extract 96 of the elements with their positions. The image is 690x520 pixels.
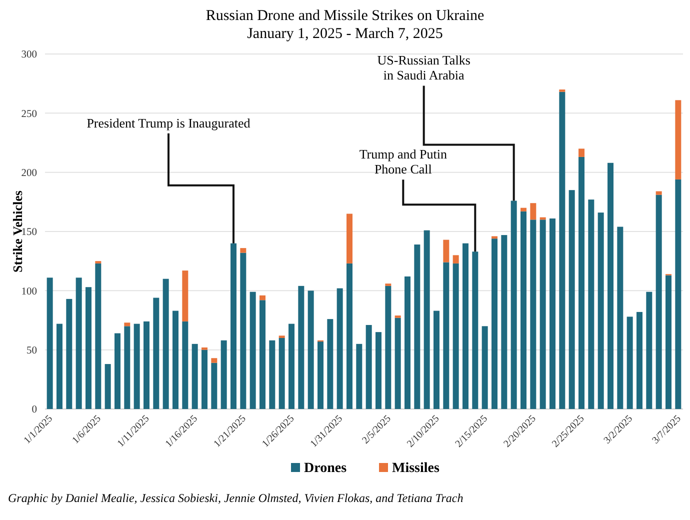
y-tick-label: 300 (21, 50, 37, 61)
bar (540, 220, 546, 409)
bar (153, 298, 160, 409)
bar (578, 156, 584, 409)
bar (192, 344, 198, 409)
bar (492, 238, 498, 409)
bar (56, 324, 62, 409)
bar (104, 364, 111, 409)
bar (114, 333, 120, 409)
y-tick-label: 50 (26, 346, 37, 357)
bar (46, 278, 53, 409)
bar (588, 200, 594, 409)
bar (327, 319, 334, 409)
y-tick-label: 0 (32, 404, 37, 416)
bar (617, 226, 624, 409)
bar (608, 162, 614, 409)
bar (482, 326, 488, 409)
bar (492, 236, 498, 239)
bar (452, 255, 459, 264)
bar (520, 211, 526, 409)
bar (452, 263, 459, 409)
bar (424, 230, 430, 409)
bar (376, 332, 382, 409)
bar (394, 318, 401, 409)
bar (95, 263, 102, 409)
bar (443, 240, 450, 262)
bar (434, 310, 440, 409)
bar (144, 321, 150, 409)
bar (202, 350, 208, 409)
text: Graphic by Daniel Mealie, Jessica Sobieski, Jennie Olmsted, Vivien Flokas, and Tetiana Trach (8, 491, 464, 505)
bar (520, 208, 526, 212)
bar (336, 288, 343, 409)
bar (656, 191, 662, 195)
bar (510, 200, 517, 409)
bar (211, 358, 218, 363)
annotation: Trump and Putin Phone Call (359, 146, 448, 177)
bar (260, 295, 266, 300)
bar (356, 344, 362, 409)
bar (346, 263, 352, 409)
bar (124, 326, 130, 409)
bar (182, 270, 188, 322)
bar (230, 243, 236, 409)
bar (385, 286, 392, 409)
bar (66, 298, 72, 409)
bar (182, 321, 188, 409)
bar (675, 179, 682, 409)
bar (598, 212, 604, 409)
bar (260, 300, 266, 409)
chart-subtitle: January 1, 2025 - March 7, 2025 (247, 26, 443, 42)
bar (202, 347, 208, 350)
bar (269, 340, 276, 409)
bar (675, 100, 682, 180)
bar (550, 218, 556, 409)
bar (578, 148, 584, 157)
bar (530, 220, 536, 409)
bar (656, 194, 662, 409)
bar (162, 278, 169, 409)
y-tick-label: 100 (21, 286, 37, 298)
bar (443, 262, 450, 409)
y-tick-label: 150 (21, 227, 37, 238)
bar (134, 324, 140, 409)
bar (404, 276, 410, 409)
bar (462, 243, 468, 409)
bar (636, 312, 642, 409)
bar (124, 322, 130, 326)
y-tick-label: 200 (21, 168, 37, 180)
bar (366, 324, 372, 409)
chart-title: Russian Drone and Missile Strikes on Ukraine (206, 8, 484, 24)
bar (568, 190, 575, 409)
bar (240, 248, 246, 253)
bar (646, 292, 652, 409)
bar (308, 290, 314, 409)
bar (501, 235, 508, 409)
bar (86, 287, 92, 409)
bar (76, 278, 82, 409)
bar (666, 275, 672, 409)
annotation: President Trump is Inaugurated (86, 115, 251, 130)
bar (626, 316, 633, 409)
bar (298, 286, 304, 409)
bar (559, 92, 566, 409)
bar (220, 340, 227, 409)
bar (472, 252, 478, 409)
bar (250, 292, 256, 409)
y-tick-label: 250 (21, 108, 37, 120)
bar (240, 252, 246, 409)
bar (211, 362, 218, 409)
bar (414, 244, 420, 409)
bar (318, 342, 324, 409)
bar (172, 310, 178, 409)
annotation: US-Russian Talks in Saudi Arabia (377, 52, 470, 83)
bar (278, 338, 285, 409)
bar (346, 214, 352, 264)
legend-label: Missiles (392, 461, 440, 476)
legend-label: Drones (304, 461, 348, 476)
bar (288, 324, 294, 409)
bar (530, 203, 536, 220)
